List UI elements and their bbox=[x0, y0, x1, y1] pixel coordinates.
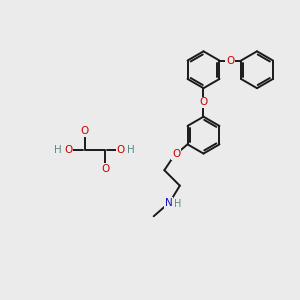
Text: O: O bbox=[117, 145, 125, 155]
Text: O: O bbox=[226, 56, 234, 65]
Text: O: O bbox=[80, 126, 89, 136]
Text: O: O bbox=[101, 164, 110, 174]
Text: H: H bbox=[174, 200, 182, 209]
Text: H: H bbox=[128, 145, 135, 155]
Text: O: O bbox=[172, 149, 180, 159]
Text: O: O bbox=[64, 145, 72, 155]
Text: N: N bbox=[165, 198, 172, 208]
Text: O: O bbox=[200, 98, 208, 107]
Text: H: H bbox=[54, 145, 62, 155]
